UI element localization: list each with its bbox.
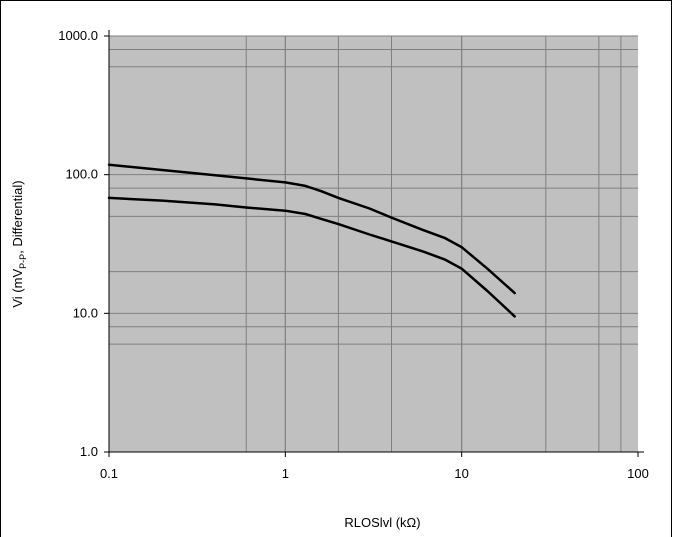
- x-tick-labels: 0.1 1 10 100: [100, 466, 649, 481]
- y-gridlines: [109, 48, 638, 345]
- y-axis-title: Vi (mVP-P, Differential): [10, 180, 28, 307]
- y-axis-title-suffix: , Differential): [10, 180, 25, 253]
- x-tick-label: 0.1: [100, 466, 118, 481]
- x-tick-label: 10: [454, 466, 468, 481]
- x-major-gridlines: [284, 36, 463, 452]
- series-group: [107, 163, 516, 318]
- x-tick-label: 1: [282, 466, 289, 481]
- series-line-2: [107, 196, 516, 318]
- y-tick-label: 1000.0: [58, 28, 98, 43]
- y-axis-title-subscript: P-P: [18, 254, 28, 269]
- y-tick-label: 10.0: [73, 305, 98, 320]
- plot-area: [109, 36, 638, 452]
- y-axis-title-prefix: Vi (mV: [10, 269, 25, 308]
- axes: [104, 30, 644, 457]
- y-tick-label: 100.0: [65, 167, 98, 182]
- x-tick-label: 100: [627, 466, 649, 481]
- y-tick-label: 1.0: [80, 444, 98, 459]
- x-axis-title: RLOSlvl (kΩ): [344, 515, 420, 530]
- series-line-1: [107, 163, 516, 295]
- y-tick-labels: 1.0 10.0 100.0 1000.0: [58, 28, 98, 459]
